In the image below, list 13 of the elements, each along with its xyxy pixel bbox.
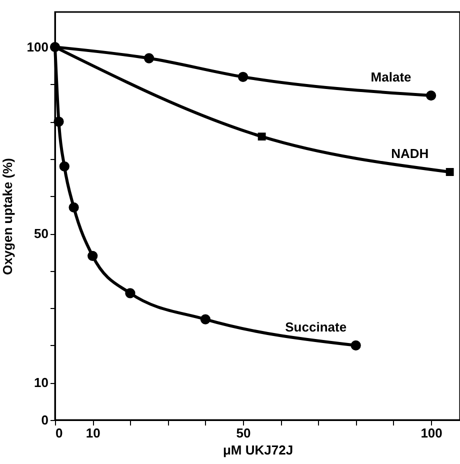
y-tick-label: 10	[34, 375, 48, 390]
series-label: Malate	[370, 70, 412, 85]
y-axis-title: Oxygen uptake (%)	[0, 158, 15, 276]
x-axis-title: μM UKJ72J	[222, 442, 294, 458]
x-tick-label: 100	[420, 426, 442, 440]
series-label: NADH	[391, 146, 429, 161]
x-tick-label: 10	[86, 426, 100, 440]
x-tick-label: 0	[56, 426, 63, 440]
x-tick-label: 50	[236, 426, 251, 440]
series-label: Succinate	[285, 319, 347, 334]
y-tick-label: 100	[26, 40, 48, 55]
y-tick-label: 50	[34, 226, 48, 242]
y-tick-label: 0	[41, 412, 48, 428]
